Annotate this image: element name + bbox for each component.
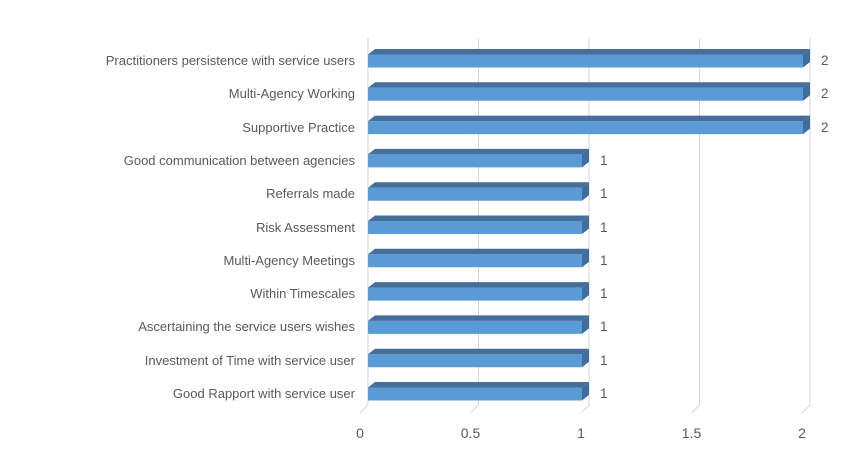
bar-end-face <box>582 148 589 168</box>
category-label: Practitioners persistence with service u… <box>105 53 355 68</box>
bar-end-face <box>582 348 589 368</box>
bar-top-face <box>368 115 810 122</box>
gridline <box>801 38 811 414</box>
bar-front-face <box>368 287 582 301</box>
bar-top-face <box>368 382 589 388</box>
bar-value-label: 1 <box>600 386 608 401</box>
bar-front-face <box>368 254 582 268</box>
gridline <box>691 38 700 414</box>
x-tick-label: 2 <box>798 425 806 441</box>
bar-top-face <box>368 49 810 55</box>
category-label: Referrals made <box>266 186 355 202</box>
category-label: Multi-Agency Meetings <box>223 252 356 268</box>
category-label: Within Timescales <box>250 286 355 302</box>
bar-end-face <box>582 248 589 268</box>
bar-top-face <box>368 215 589 221</box>
bar-top-face <box>368 282 589 288</box>
category-label: Supportive Practice <box>242 119 355 135</box>
x-tick-label: 1.5 <box>681 425 702 441</box>
x-tick-label: 1 <box>577 425 585 441</box>
x-tick-label: 0.5 <box>460 425 481 441</box>
bar-end-face <box>582 382 589 401</box>
bar-front-face <box>368 154 582 168</box>
bar-front-face <box>368 121 803 135</box>
bar-value-label: 2 <box>821 119 829 135</box>
bar-top-face <box>368 82 810 88</box>
bar-value-label: 2 <box>821 86 829 102</box>
bar-value-label: 2 <box>821 53 829 68</box>
bar-value-label: 1 <box>600 352 608 368</box>
bar-end-face <box>803 49 810 68</box>
x-tick-label: 0 <box>356 425 364 441</box>
category-label: Risk Assessment <box>256 219 355 235</box>
bar-top-face <box>368 348 589 355</box>
category-label: Multi-Agency Working <box>228 86 355 102</box>
category-label: Ascertaining the service users wishes <box>138 319 355 335</box>
category-label: Good Rapport with service user <box>172 386 355 401</box>
bar-value-label: 1 <box>600 186 608 202</box>
bar-top-face <box>368 315 589 321</box>
category-label: Good communication between agencies <box>123 152 355 168</box>
category-label: Investment of Time with service user <box>144 352 355 368</box>
bar-front-face <box>368 387 582 401</box>
bar-front-face <box>368 87 803 101</box>
bar-value-label: 1 <box>600 319 608 335</box>
bar-end-face <box>803 82 810 101</box>
bar-end-face <box>803 115 810 135</box>
bar-front-face <box>368 221 582 234</box>
bar-top-face <box>368 148 589 155</box>
bar-end-face <box>582 215 589 234</box>
bar-front-face <box>368 187 582 201</box>
bar-value-label: 1 <box>600 152 608 168</box>
bar-value-label: 1 <box>600 219 608 235</box>
bar-top-face <box>368 248 589 255</box>
bar-value-label: 1 <box>600 286 608 302</box>
bar-end-face <box>582 282 589 301</box>
bar-top-face <box>368 182 589 188</box>
bar-value-label: 1 <box>600 252 608 268</box>
bar-end-face <box>582 315 589 334</box>
bar-front-face <box>368 54 803 68</box>
bar-front-face <box>368 320 582 334</box>
bar-front-face <box>368 354 582 368</box>
bar-end-face <box>582 182 589 201</box>
